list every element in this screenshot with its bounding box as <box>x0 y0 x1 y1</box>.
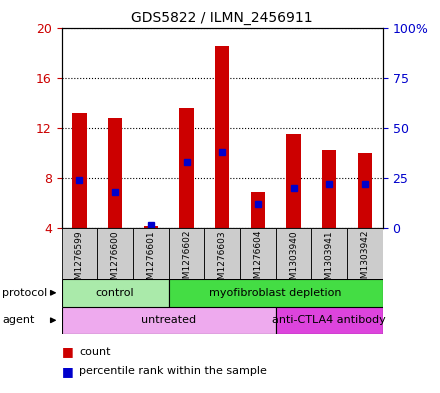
Bar <box>347 228 383 279</box>
Bar <box>204 228 240 279</box>
Bar <box>215 46 229 228</box>
Bar <box>133 228 169 279</box>
Bar <box>97 228 133 279</box>
Text: anti-CTLA4 antibody: anti-CTLA4 antibody <box>272 315 386 325</box>
Text: agent: agent <box>2 315 35 325</box>
Title: GDS5822 / ILMN_2456911: GDS5822 / ILMN_2456911 <box>132 11 313 25</box>
Bar <box>62 279 169 307</box>
Text: GSM1303942: GSM1303942 <box>360 230 370 290</box>
Bar <box>62 228 97 279</box>
Text: GSM1276601: GSM1276601 <box>147 230 155 290</box>
Text: untreated: untreated <box>141 315 196 325</box>
Text: GSM1276602: GSM1276602 <box>182 230 191 290</box>
Text: GSM1276599: GSM1276599 <box>75 230 84 290</box>
Bar <box>251 192 265 228</box>
Text: control: control <box>96 288 135 298</box>
Bar <box>72 113 87 228</box>
Bar <box>180 108 194 228</box>
Text: GSM1276600: GSM1276600 <box>110 230 120 290</box>
Text: GSM1276603: GSM1276603 <box>218 230 227 290</box>
Text: GSM1303941: GSM1303941 <box>325 230 334 290</box>
Bar <box>322 150 337 228</box>
Bar <box>286 134 301 228</box>
Bar <box>240 228 276 279</box>
Bar <box>276 307 383 334</box>
Bar <box>276 228 312 279</box>
Text: GSM1303940: GSM1303940 <box>289 230 298 290</box>
Bar <box>312 228 347 279</box>
Bar <box>358 153 372 228</box>
Bar <box>108 118 122 228</box>
Bar <box>144 226 158 228</box>
Text: ■: ■ <box>62 365 73 378</box>
Text: protocol: protocol <box>2 288 48 298</box>
Bar <box>169 228 204 279</box>
Text: myofibroblast depletion: myofibroblast depletion <box>209 288 342 298</box>
Text: GSM1276604: GSM1276604 <box>253 230 262 290</box>
Text: percentile rank within the sample: percentile rank within the sample <box>79 366 267 376</box>
Text: ■: ■ <box>62 345 73 358</box>
Bar <box>169 279 383 307</box>
Text: count: count <box>79 347 111 357</box>
Bar <box>62 307 276 334</box>
